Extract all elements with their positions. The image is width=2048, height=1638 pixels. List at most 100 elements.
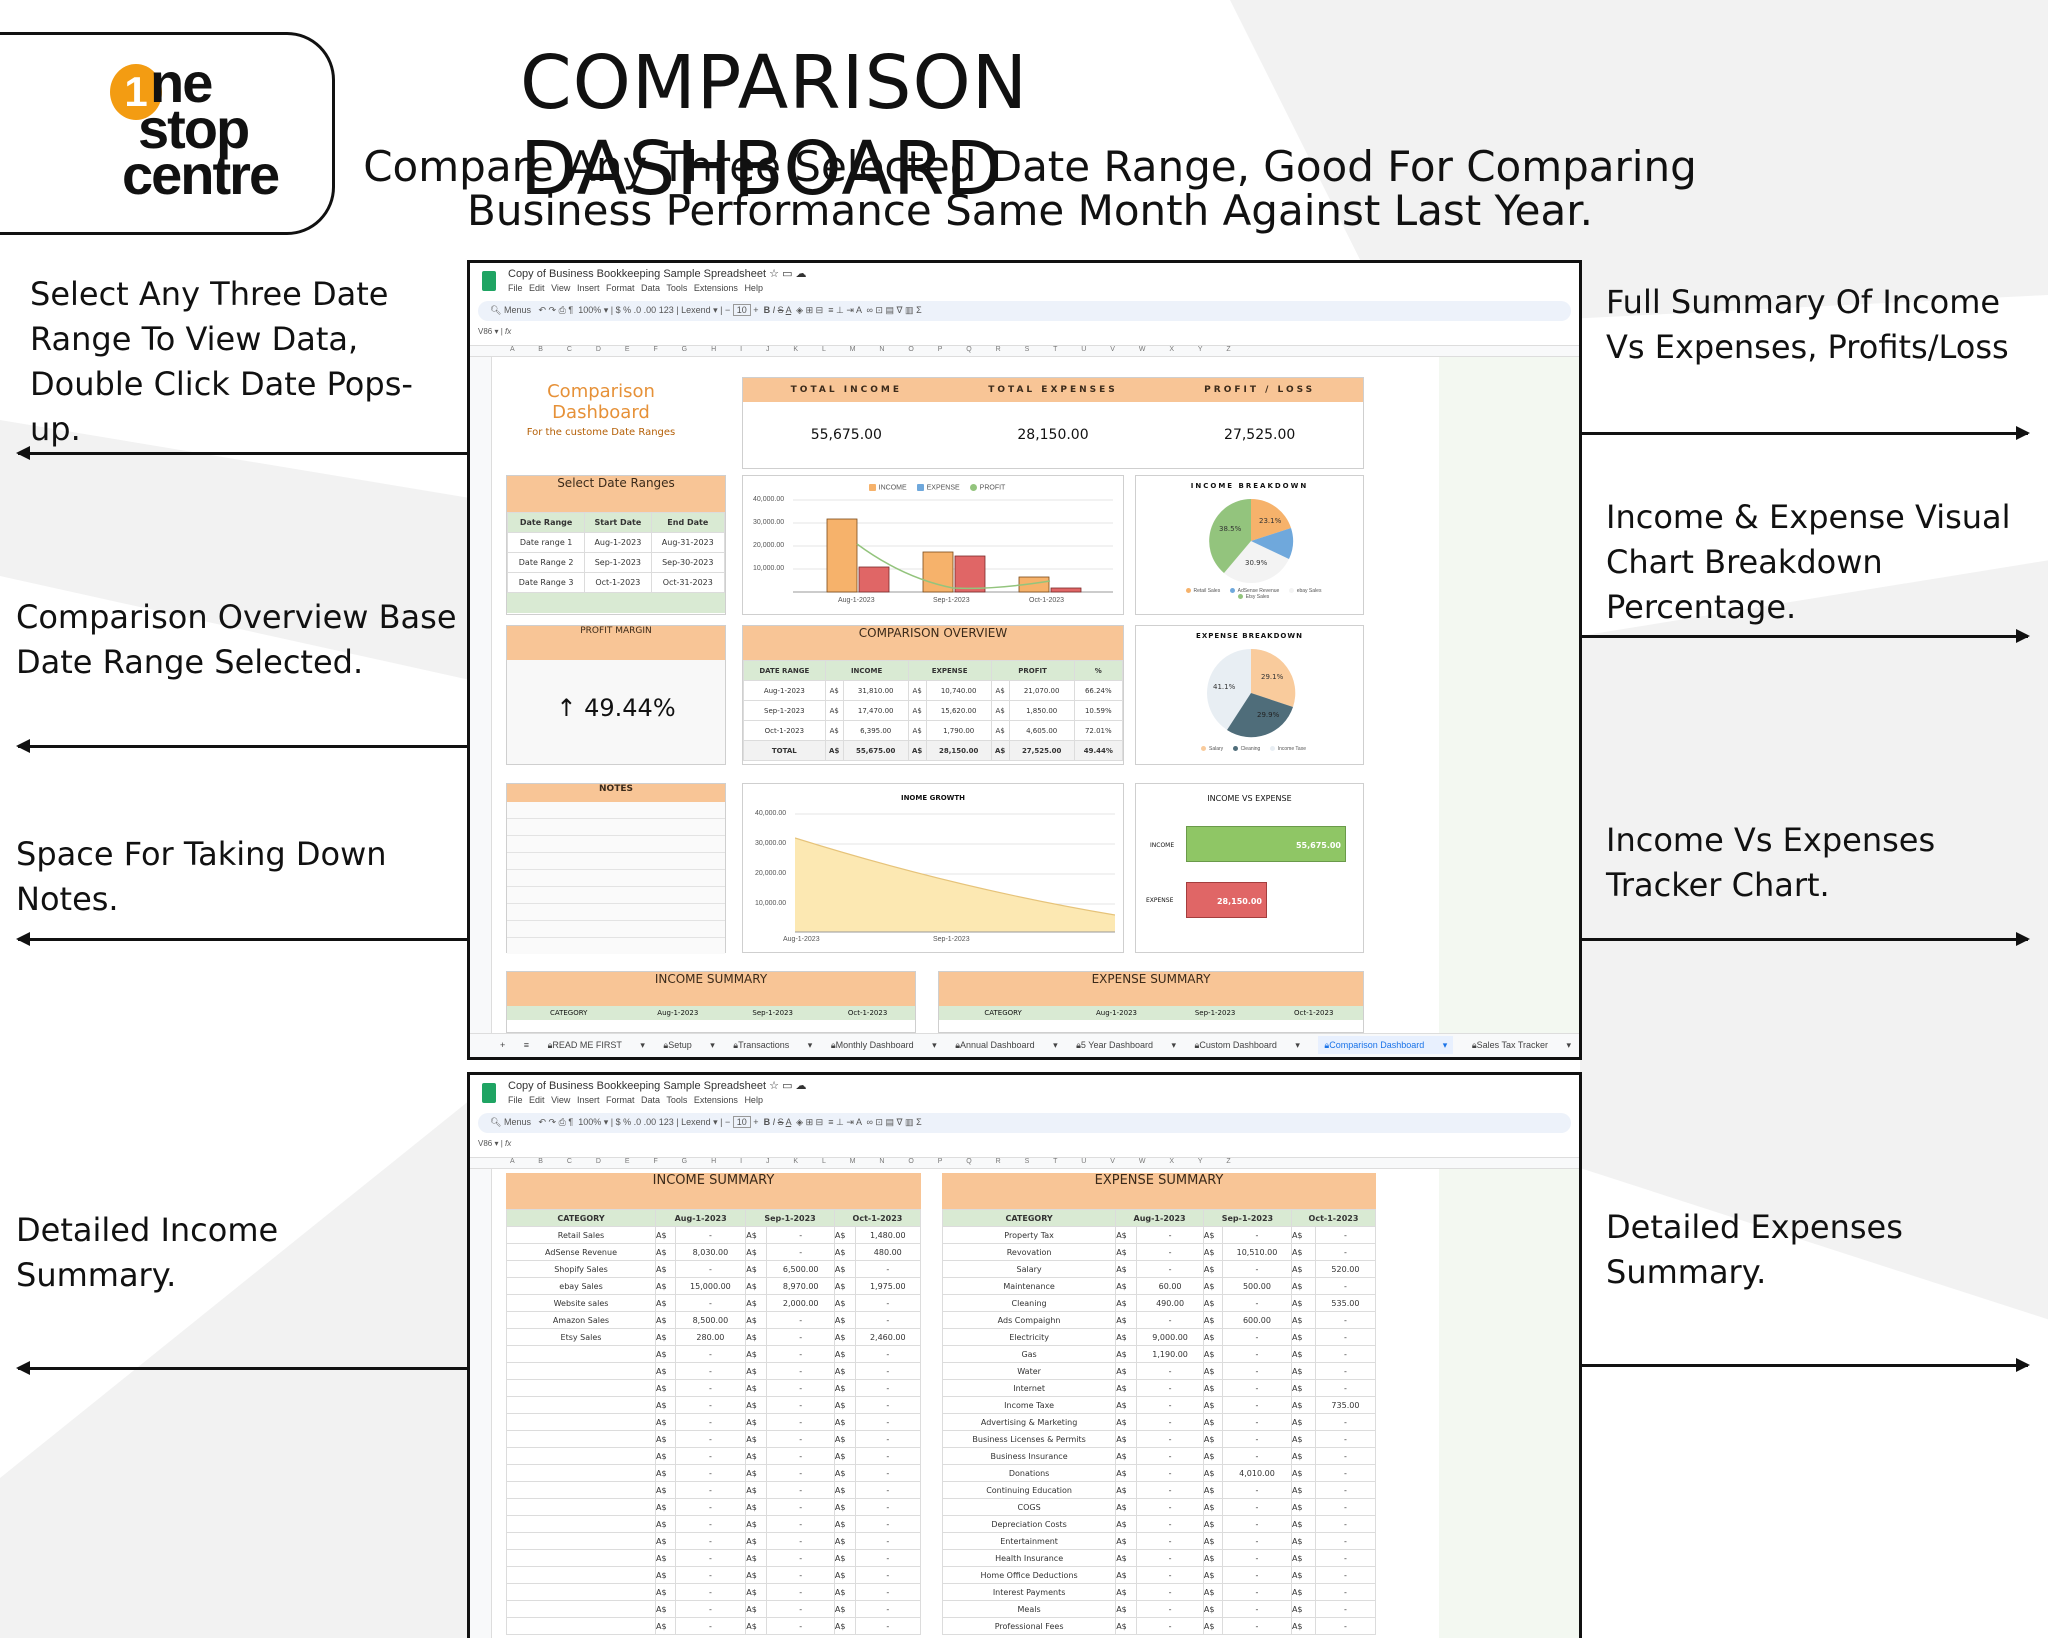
aug-value-cell[interactable]: -	[674, 1515, 747, 1533]
document-title[interactable]: Copy of Business Bookkeeping Sample Spre…	[508, 1079, 807, 1092]
oct-value-cell[interactable]: -	[1314, 1345, 1377, 1363]
borders-icon[interactable]: ⊞	[805, 305, 814, 315]
sep-value-cell[interactable]: -	[1222, 1549, 1292, 1567]
oct-value-cell[interactable]: 480.00	[854, 1243, 922, 1261]
currency-cell[interactable]: A$	[655, 1498, 676, 1516]
aug-value-cell[interactable]: -	[674, 1566, 747, 1584]
currency-cell[interactable]: A$	[1202, 1294, 1224, 1312]
currency-cell[interactable]: A$	[745, 1430, 768, 1448]
currency-cell[interactable]: A$	[1115, 1481, 1138, 1499]
sep-value-cell[interactable]: -	[766, 1345, 835, 1363]
currency-cell[interactable]: A$	[745, 1549, 768, 1567]
oct-value-cell[interactable]: 1,480.00	[854, 1226, 922, 1244]
sep-value-cell[interactable]: -	[1222, 1226, 1292, 1244]
tab-setup[interactable]: 🔒︎Setup ▾	[663, 1040, 715, 1050]
oct-value-cell[interactable]: -	[1314, 1379, 1377, 1397]
currency-cell[interactable]: A$	[1115, 1243, 1138, 1261]
currency-cell[interactable]: A$	[833, 1311, 856, 1329]
percent-format-button[interactable]: %	[623, 305, 632, 315]
menu-view[interactable]: View	[551, 1095, 571, 1105]
currency-cell[interactable]: A$	[833, 1277, 856, 1295]
oct-value-cell[interactable]: -	[1314, 1549, 1377, 1567]
currency-cell[interactable]: A$	[1202, 1260, 1224, 1278]
align-icon[interactable]: ≡	[828, 1117, 834, 1127]
bold-icon[interactable]: B	[763, 1117, 771, 1127]
cell-reference-box[interactable]: V86	[478, 1139, 493, 1148]
tab-read-me-first[interactable]: 🔒︎READ ME FIRST ▾	[547, 1040, 645, 1050]
oct-value-cell[interactable]: -	[1314, 1362, 1377, 1380]
currency-cell[interactable]: A$	[1290, 1362, 1316, 1380]
menu-tools[interactable]: Tools	[666, 283, 688, 293]
increase-decimal-button[interactable]: .00	[643, 1117, 657, 1127]
currency-cell[interactable]: A$	[1290, 1226, 1316, 1244]
menu-format[interactable]: Format	[605, 1095, 635, 1105]
aug-value-cell[interactable]: 8,500.00	[674, 1311, 747, 1329]
category-cell[interactable]: Home Office Deductions	[941, 1566, 1117, 1584]
currency-cell[interactable]: A$	[833, 1464, 856, 1482]
wrap-icon[interactable]: ⇥	[846, 305, 854, 315]
sep-value-cell[interactable]: -	[766, 1549, 835, 1567]
oct-value-cell[interactable]: -	[854, 1515, 922, 1533]
sep-value-cell[interactable]: 600.00	[1222, 1311, 1292, 1329]
fill-color-icon[interactable]: ◈	[796, 1117, 804, 1127]
aug-value-cell[interactable]: -	[1136, 1430, 1204, 1448]
currency-cell[interactable]: A$	[655, 1311, 676, 1329]
sep-value-cell[interactable]: -	[1222, 1447, 1292, 1465]
sep-value-cell[interactable]: -	[766, 1413, 835, 1431]
oct-value-cell[interactable]: -	[1314, 1328, 1377, 1346]
currency-cell[interactable]: A$	[655, 1447, 676, 1465]
oct-value-cell[interactable]: -	[854, 1532, 922, 1550]
oct-value-cell[interactable]: -	[1314, 1498, 1377, 1516]
paint-format-icon[interactable]: ¶	[568, 1117, 574, 1127]
sep-value-cell[interactable]: 10,510.00	[1222, 1243, 1292, 1261]
tab-5-year-dashboard[interactable]: 🔒︎5 Year Dashboard ▾	[1076, 1040, 1177, 1050]
currency-cell[interactable]: A$	[655, 1600, 676, 1618]
currency-cell[interactable]: A$	[1202, 1566, 1224, 1584]
category-cell[interactable]: Electricity	[941, 1328, 1117, 1346]
currency-cell[interactable]: A$	[655, 1379, 676, 1397]
sep-value-cell[interactable]: -	[1222, 1498, 1292, 1516]
currency-cell[interactable]: A$	[1290, 1464, 1316, 1482]
tab-comparison-dashboard[interactable]: 🔒︎Comparison Dashboard ▾	[1318, 1036, 1454, 1054]
oct-value-cell[interactable]: 535.00	[1314, 1294, 1377, 1312]
currency-cell[interactable]: A$	[745, 1498, 768, 1516]
currency-cell[interactable]: A$	[1115, 1413, 1138, 1431]
font-select[interactable]: Lexend	[681, 1117, 711, 1127]
menu-help[interactable]: Help	[744, 283, 763, 293]
currency-cell[interactable]: A$	[655, 1549, 676, 1567]
font-size-increase-button[interactable]: +	[753, 305, 759, 315]
currency-cell[interactable]: A$	[745, 1617, 768, 1635]
currency-cell[interactable]: A$	[745, 1294, 768, 1312]
sep-value-cell[interactable]: -	[766, 1243, 835, 1261]
currency-cell[interactable]: A$	[833, 1413, 856, 1431]
sep-value-cell[interactable]: -	[766, 1396, 835, 1414]
oct-value-cell[interactable]: -	[1314, 1413, 1377, 1431]
category-cell[interactable]: Revovation	[941, 1243, 1117, 1261]
aug-value-cell[interactable]: -	[1136, 1549, 1204, 1567]
more-formats-button[interactable]: 123	[658, 1117, 674, 1127]
currency-cell[interactable]: A$	[1202, 1277, 1224, 1295]
aug-value-cell[interactable]: -	[1136, 1515, 1204, 1533]
rotate-icon[interactable]: A	[855, 1117, 862, 1127]
aug-value-cell[interactable]: -	[674, 1617, 747, 1635]
oct-value-cell[interactable]: -	[1314, 1566, 1377, 1584]
move-folder-icon[interactable]: ▭	[782, 1080, 793, 1092]
text-color-icon[interactable]: A	[785, 1117, 792, 1127]
aug-value-cell[interactable]: -	[674, 1532, 747, 1550]
currency-cell[interactable]: A$	[1202, 1311, 1224, 1329]
category-cell[interactable]: Internet	[941, 1379, 1117, 1397]
category-cell[interactable]: Property Tax	[941, 1226, 1117, 1244]
sep-value-cell[interactable]: -	[1222, 1617, 1292, 1635]
tab-sales-tax-tracker[interactable]: 🔒︎Sales Tax Tracker ▾	[1471, 1040, 1572, 1050]
sep-value-cell[interactable]: -	[1222, 1362, 1292, 1380]
move-folder-icon[interactable]: ▭	[782, 268, 793, 280]
italic-icon[interactable]: I	[772, 1117, 776, 1127]
currency-cell[interactable]: A$	[1115, 1311, 1138, 1329]
currency-cell[interactable]: A$	[833, 1345, 856, 1363]
aug-value-cell[interactable]: -	[1136, 1362, 1204, 1380]
aug-value-cell[interactable]: 490.00	[1136, 1294, 1204, 1312]
valign-icon[interactable]: ⊥	[836, 1117, 844, 1127]
aug-value-cell[interactable]: -	[674, 1481, 747, 1499]
start-date-cell[interactable]: Oct-1-2023	[584, 572, 652, 593]
currency-cell[interactable]: A$	[833, 1362, 856, 1380]
